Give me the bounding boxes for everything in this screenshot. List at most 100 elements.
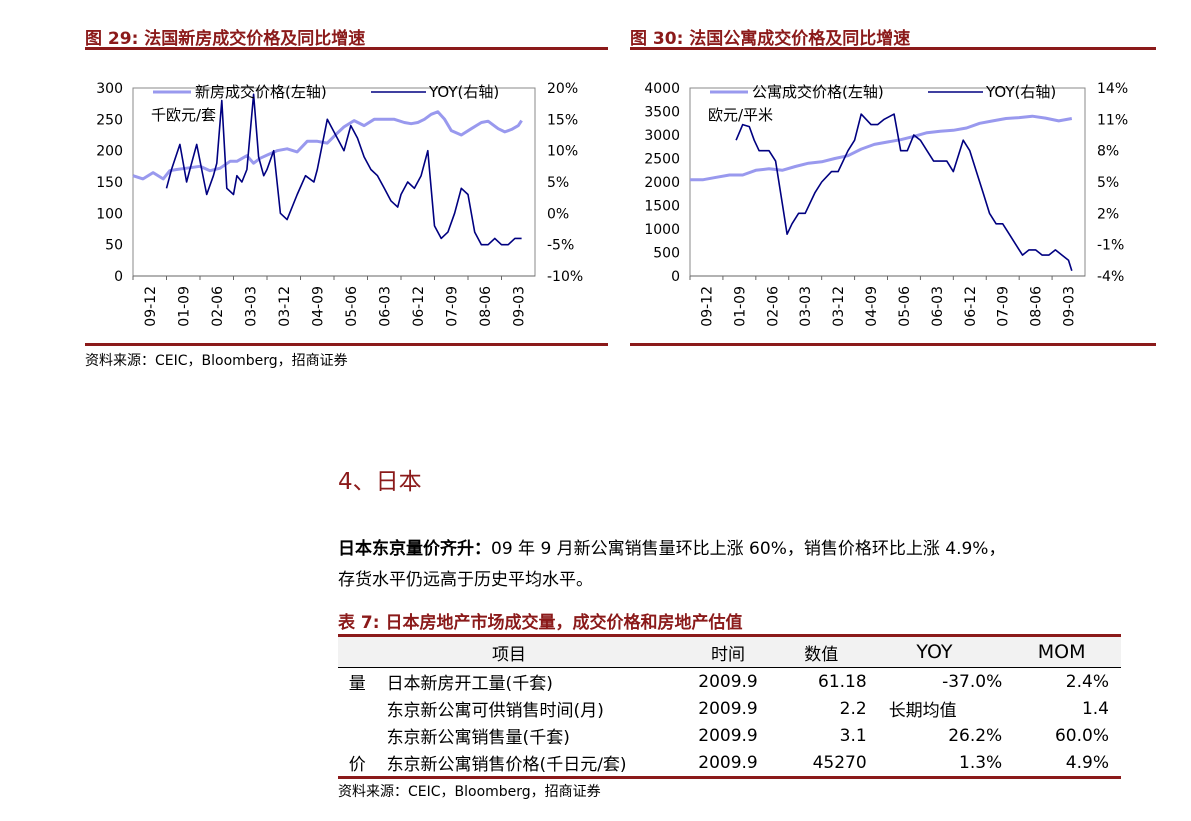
y-left-tick-label: 3500 bbox=[644, 105, 680, 121]
row-yoy: 1.3% bbox=[866, 749, 1003, 779]
x-tick-label: 03-12 bbox=[277, 286, 293, 327]
figure-29-title: 图 29: 法国新房成交价格及同比增速 bbox=[85, 24, 608, 50]
row-item: 东京新公寓可供销售时间(月) bbox=[386, 701, 604, 721]
row-time: 2009.9 bbox=[698, 725, 758, 746]
y-left-tick-label: 2000 bbox=[644, 175, 680, 191]
row-category: 价 bbox=[338, 749, 377, 779]
x-tick-label: 06-12 bbox=[411, 286, 427, 327]
legend-label-yoy: YOY(右轴) bbox=[428, 83, 499, 101]
row-time: 2009.9 bbox=[680, 749, 776, 779]
y-left-tick-label: 150 bbox=[96, 175, 123, 191]
y-left-tick-label: 3000 bbox=[644, 128, 680, 144]
y-right-tick-label: -1% bbox=[1097, 238, 1124, 254]
y-right-tick-label: 5% bbox=[1097, 175, 1119, 191]
x-tick-label: 09-12 bbox=[143, 286, 159, 327]
x-tick-label: 06-03 bbox=[930, 286, 946, 327]
body-paragraph: 日本东京量价齐升：09 年 9 月新公寓销售量环比上涨 60%，销售价格环比上涨… bbox=[338, 534, 1138, 596]
header-value: 数值 bbox=[775, 634, 867, 668]
row-mom: 4.9% bbox=[1002, 749, 1121, 779]
row-mom: 1.4 bbox=[1081, 698, 1109, 719]
paragraph-line-2: 存货水平仍远高于历史平均水平。 bbox=[338, 570, 593, 590]
y-left-tick-label: 0 bbox=[114, 269, 123, 285]
section-title: 4、日本 bbox=[338, 469, 422, 495]
series-line-yoy bbox=[165, 93, 522, 246]
table-source-note: 资料来源：CEIC，Bloomberg，招商证券 bbox=[338, 784, 601, 800]
row-item: 东京新公寓销售价格(千日元/套) bbox=[376, 749, 681, 779]
table-title: 表 7: 日本房地产市场成交量，成交价格和房地产估值 bbox=[338, 613, 743, 633]
row-mom: 60.0% bbox=[1054, 725, 1109, 746]
row-value: 3.1 bbox=[839, 725, 867, 746]
x-tick-label: 07-09 bbox=[444, 286, 460, 327]
table-row: 量 日本新房开工量(千套) 2009.9 61.18 -37.0% 2.4% bbox=[338, 668, 1121, 696]
row-category bbox=[338, 722, 377, 749]
y-left-tick-label: 200 bbox=[96, 144, 123, 160]
x-tick-label: 06-12 bbox=[963, 286, 979, 327]
series-line-price bbox=[690, 114, 1073, 182]
x-tick-label: 04-09 bbox=[864, 286, 880, 327]
table-row: 东京新公寓销售量(千套) 2009.9 3.1 26.2% 60.0% bbox=[338, 722, 1121, 749]
x-tick-label: 06-03 bbox=[377, 286, 393, 327]
y-right-tick-label: 2% bbox=[1097, 206, 1119, 222]
x-tick-label: 09-03 bbox=[1062, 286, 1078, 327]
row-value: 61.18 bbox=[818, 671, 867, 692]
y-right-tick-label: 8% bbox=[1097, 144, 1119, 160]
table-row: 价 东京新公寓销售价格(千日元/套) 2009.9 45270 1.3% 4.9… bbox=[338, 749, 1121, 779]
y-left-tick-label: 1000 bbox=[644, 222, 680, 238]
x-tick-label: 05-06 bbox=[897, 286, 913, 327]
table-header-row: 项目 时间 数值 YOY MOM bbox=[338, 634, 1121, 668]
x-tick-label: 04-09 bbox=[310, 286, 326, 327]
row-yoy: -37.0% bbox=[942, 671, 1003, 692]
row-yoy: 长期均值 bbox=[888, 701, 957, 721]
figure-30-title: 图 30: 法国公寓成交价格及同比增速 bbox=[630, 24, 1156, 50]
y-right-tick-label: 5% bbox=[547, 175, 569, 191]
figure-30-bottom-rule bbox=[630, 343, 1156, 346]
row-yoy: 26.2% bbox=[948, 725, 1003, 746]
row-value: 2.2 bbox=[839, 698, 867, 719]
y-left-tick-label: 2500 bbox=[644, 152, 680, 168]
row-time: 2009.9 bbox=[698, 671, 758, 692]
x-tick-label: 03-03 bbox=[798, 286, 814, 327]
y-right-tick-label: -4% bbox=[1097, 269, 1124, 285]
figure-29-bottom-rule bbox=[85, 343, 608, 346]
x-tick-label: 01-09 bbox=[176, 286, 192, 327]
x-tick-label: 09-03 bbox=[511, 286, 527, 327]
x-tick-label: 02-06 bbox=[210, 286, 226, 327]
y-right-tick-label: 10% bbox=[547, 144, 578, 160]
row-value: 45270 bbox=[775, 749, 867, 779]
x-tick-label: 03-03 bbox=[243, 286, 259, 327]
row-time: 2009.9 bbox=[698, 698, 758, 719]
x-tick-label: 08-06 bbox=[1029, 286, 1045, 327]
y-right-tick-label: 14% bbox=[1097, 81, 1128, 97]
y-left-tick-label: 500 bbox=[653, 246, 680, 262]
legend-label-price: 新房成交价格(左轴) bbox=[195, 83, 327, 101]
y-right-tick-label: 11% bbox=[1097, 112, 1128, 128]
x-tick-label: 01-09 bbox=[732, 286, 748, 327]
y-left-tick-label: 4000 bbox=[644, 81, 680, 97]
figure-29-chart: 0 50 100 150 200 250 300 -10% -5% 0% 5% 10% 15% 20% 09… bbox=[96, 81, 583, 327]
x-tick-label: 05-06 bbox=[344, 286, 360, 327]
header-yoy: YOY bbox=[866, 634, 1003, 668]
y-left-tick-label: 0 bbox=[671, 269, 680, 285]
header-mom: MOM bbox=[1002, 634, 1121, 668]
x-tick-label: 08-06 bbox=[478, 286, 494, 327]
header-item: 项目 bbox=[338, 634, 681, 668]
unit-label: 千欧元/套 bbox=[151, 106, 216, 124]
x-tick-label: 09-12 bbox=[699, 286, 715, 327]
legend-label-price: 公寓成交价格(左轴) bbox=[752, 83, 884, 101]
row-item: 东京新公寓销售量(千套) bbox=[386, 728, 570, 748]
row-category: 量 bbox=[348, 674, 366, 694]
y-left-tick-label: 1500 bbox=[644, 199, 680, 215]
y-left-tick-label: 250 bbox=[96, 112, 123, 128]
row-item: 日本新房开工量(千套) bbox=[386, 674, 553, 694]
table-row: 东京新公寓可供销售时间(月) 2009.9 2.2 长期均值 1.4 bbox=[338, 695, 1121, 722]
unit-label: 欧元/平米 bbox=[708, 106, 773, 124]
series-line-yoy bbox=[735, 113, 1073, 272]
x-tick-label: 02-06 bbox=[765, 286, 781, 327]
legend-label-yoy: YOY(右轴) bbox=[985, 83, 1056, 101]
y-left-tick-label: 50 bbox=[105, 238, 123, 254]
row-category bbox=[338, 695, 377, 722]
row-mom: 2.4% bbox=[1065, 671, 1109, 692]
japan-property-table: 项目 时间 数值 YOY MOM 量 日本新房开工量(千套) 2009.9 61… bbox=[338, 634, 1121, 779]
header-time: 时间 bbox=[680, 634, 776, 668]
y-left-tick-label: 300 bbox=[96, 81, 123, 97]
